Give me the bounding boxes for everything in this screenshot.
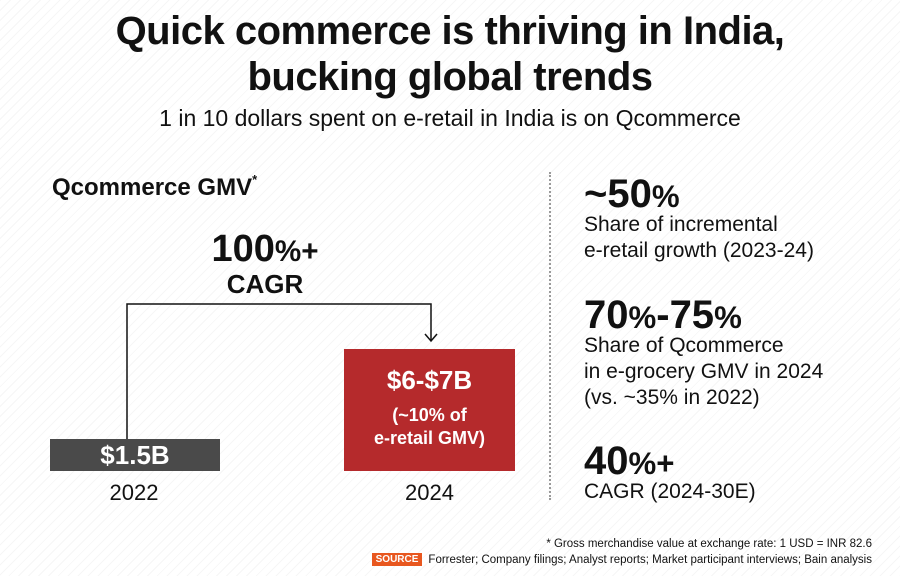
stat-2-desc-line-1: Share of Qcommerce — [584, 334, 784, 357]
stat-2-value: 70%-75% — [584, 293, 742, 340]
bar-2022 — [50, 439, 220, 471]
bar-2024 — [344, 349, 515, 471]
page-subtitle: 1 in 10 dollars spent on e-retail in Ind… — [159, 105, 741, 131]
stat-1-value: ~50% — [584, 172, 680, 219]
source-line: SOURCE Forrester; Company filings; Analy… — [371, 553, 872, 566]
stat-1-number: ~50 — [584, 172, 652, 216]
stat-2-number-a: 70 — [584, 293, 629, 337]
title-line-2: bucking global trends — [247, 55, 653, 99]
source-badge: SOURCE — [371, 553, 423, 566]
stat-2-dash: - — [656, 293, 670, 337]
cagr-suffix: %+ — [274, 235, 319, 268]
title-line-1: Quick commerce is thriving in India, — [115, 9, 785, 53]
page-title: Quick commerce is thriving in India, buc… — [0, 8, 900, 100]
stat-3-number: 40 — [584, 439, 629, 483]
x-tick-2022: 2022 — [110, 480, 159, 505]
cagr-number: 100 — [211, 228, 275, 270]
stat-2-description: Share of Qcommerce in e-grocery GMV in 2… — [584, 333, 823, 411]
chart-title: Qcommerce GMV* — [52, 172, 258, 202]
cagr-annotation-label: CAGR — [226, 269, 304, 299]
stat-1-desc-line-2: e-retail growth (2023-24) — [584, 239, 814, 262]
stat-2-desc-line-2: in e-grocery GMV in 2024 — [584, 360, 824, 383]
x-tick-2024: 2024 — [405, 480, 454, 505]
source-text: Forrester; Company filings; Analyst repo… — [428, 553, 872, 566]
stat-2-suffix-a: % — [628, 300, 657, 335]
stat-2-desc-line-3: (vs. ~35% in 2022) — [584, 386, 760, 409]
bar-2024-sub-label-line2: e-retail GMV) — [374, 428, 485, 448]
stat-3-value: 40%+ — [584, 439, 674, 486]
stat-1-description: Share of incremental e-retail growth (20… — [584, 212, 814, 264]
bar-2024-value-label: $6-$7B — [387, 365, 472, 395]
stat-3-desc-line-1: CAGR (2024-30E) — [584, 480, 756, 503]
stat-2-suffix-b: % — [714, 300, 742, 335]
stat-3-suffix: %+ — [628, 446, 675, 481]
cagr-annotation-value: 100%+ — [180, 228, 350, 273]
cagr-arrowhead — [424, 333, 438, 343]
stat-1-suffix: % — [651, 179, 680, 214]
footnote-marker: * — [252, 172, 258, 187]
footnote: * Gross merchandise value at exchange ra… — [546, 538, 872, 550]
dotted-divider — [549, 172, 551, 500]
chart-title-text: Qcommerce GMV — [52, 174, 253, 201]
stat-2-number-b: 75 — [669, 293, 715, 337]
stat-3-description: CAGR (2024-30E) — [584, 479, 756, 505]
stat-1-desc-line-1: Share of incremental — [584, 213, 778, 236]
bar-2022-value-label: $1.5B — [100, 440, 169, 470]
bar-2024-sub-label-line1: (~10% of — [392, 405, 468, 425]
cagr-connector-line — [126, 303, 432, 439]
